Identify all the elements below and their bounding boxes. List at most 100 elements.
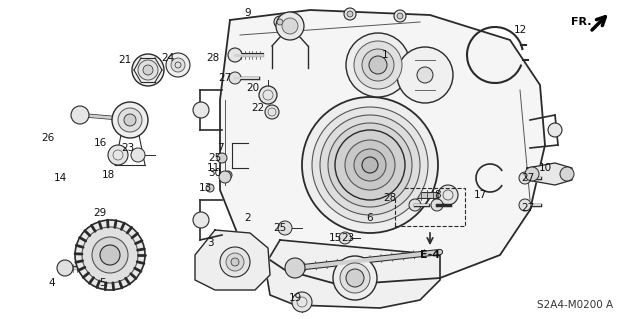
- Text: 24: 24: [161, 53, 175, 63]
- Text: 2: 2: [244, 213, 252, 223]
- Circle shape: [206, 184, 214, 192]
- Circle shape: [231, 258, 239, 266]
- Text: 27: 27: [522, 173, 534, 183]
- Circle shape: [397, 47, 453, 103]
- Circle shape: [277, 19, 283, 25]
- Circle shape: [354, 149, 386, 181]
- Circle shape: [560, 167, 574, 181]
- Text: 1: 1: [381, 50, 388, 60]
- Circle shape: [166, 53, 190, 77]
- Circle shape: [75, 220, 145, 290]
- Circle shape: [346, 269, 364, 287]
- Polygon shape: [220, 10, 545, 285]
- Circle shape: [362, 49, 394, 81]
- Circle shape: [100, 245, 120, 265]
- Circle shape: [282, 18, 298, 34]
- Text: 3: 3: [207, 238, 213, 248]
- Circle shape: [292, 292, 312, 312]
- Circle shape: [548, 123, 562, 137]
- Circle shape: [57, 260, 73, 276]
- Text: E-4: E-4: [420, 250, 440, 260]
- Circle shape: [345, 140, 395, 190]
- Text: 7: 7: [217, 143, 223, 153]
- Circle shape: [438, 185, 458, 205]
- Polygon shape: [195, 230, 270, 290]
- Circle shape: [108, 145, 128, 165]
- Circle shape: [312, 107, 428, 223]
- Circle shape: [118, 108, 142, 132]
- Circle shape: [525, 167, 539, 181]
- Circle shape: [217, 153, 227, 163]
- Circle shape: [519, 199, 531, 211]
- Text: 28: 28: [383, 193, 397, 203]
- Circle shape: [394, 10, 406, 22]
- Circle shape: [224, 171, 232, 179]
- Text: 19: 19: [289, 293, 301, 303]
- Circle shape: [417, 67, 433, 83]
- Circle shape: [320, 115, 420, 215]
- Circle shape: [259, 86, 277, 104]
- Circle shape: [274, 16, 286, 28]
- Circle shape: [333, 256, 377, 300]
- Circle shape: [265, 105, 279, 119]
- Text: 25: 25: [273, 223, 287, 233]
- Circle shape: [131, 148, 145, 162]
- Circle shape: [328, 123, 412, 207]
- Text: 21: 21: [118, 55, 132, 65]
- Text: 5: 5: [100, 278, 106, 288]
- Circle shape: [229, 72, 241, 84]
- Text: 26: 26: [42, 133, 54, 143]
- Text: 8: 8: [435, 190, 442, 200]
- Text: 11: 11: [206, 163, 220, 173]
- Circle shape: [409, 199, 421, 211]
- Circle shape: [171, 58, 185, 72]
- Text: 15: 15: [328, 233, 342, 243]
- Polygon shape: [265, 240, 440, 308]
- Text: 6: 6: [367, 213, 373, 223]
- Circle shape: [92, 237, 128, 273]
- Text: 9: 9: [244, 8, 252, 18]
- Circle shape: [219, 171, 231, 183]
- Circle shape: [71, 106, 89, 124]
- Circle shape: [220, 247, 250, 277]
- Circle shape: [143, 65, 153, 75]
- Circle shape: [339, 232, 351, 244]
- Text: S2A4-M0200 A: S2A4-M0200 A: [537, 300, 613, 310]
- Circle shape: [138, 60, 158, 80]
- Text: 28: 28: [206, 53, 220, 63]
- Circle shape: [228, 48, 242, 62]
- Circle shape: [369, 56, 387, 74]
- Circle shape: [347, 11, 353, 17]
- Text: 4: 4: [49, 278, 55, 288]
- Circle shape: [276, 12, 304, 40]
- Circle shape: [132, 54, 164, 86]
- Text: 16: 16: [93, 138, 107, 148]
- Text: 27: 27: [218, 73, 232, 83]
- Text: 25: 25: [209, 153, 221, 163]
- Text: 18: 18: [101, 170, 115, 180]
- Circle shape: [335, 130, 405, 200]
- Text: 13: 13: [198, 183, 212, 193]
- Circle shape: [302, 97, 438, 233]
- Text: 23: 23: [122, 143, 134, 153]
- Circle shape: [346, 33, 410, 97]
- Circle shape: [431, 199, 443, 211]
- Circle shape: [354, 41, 402, 89]
- Circle shape: [278, 221, 292, 235]
- Text: 23: 23: [341, 233, 355, 243]
- Circle shape: [443, 188, 457, 202]
- Text: FR.: FR.: [572, 17, 592, 27]
- Text: 22: 22: [252, 103, 264, 113]
- Text: 14: 14: [53, 173, 67, 183]
- Bar: [395, 188, 465, 226]
- Circle shape: [226, 253, 244, 271]
- Circle shape: [344, 8, 356, 20]
- Circle shape: [82, 227, 138, 283]
- Polygon shape: [527, 163, 572, 185]
- Circle shape: [124, 114, 136, 126]
- Text: 29: 29: [93, 208, 107, 218]
- Circle shape: [193, 212, 209, 228]
- Text: 27: 27: [522, 203, 534, 213]
- Circle shape: [362, 157, 378, 173]
- Circle shape: [340, 263, 370, 293]
